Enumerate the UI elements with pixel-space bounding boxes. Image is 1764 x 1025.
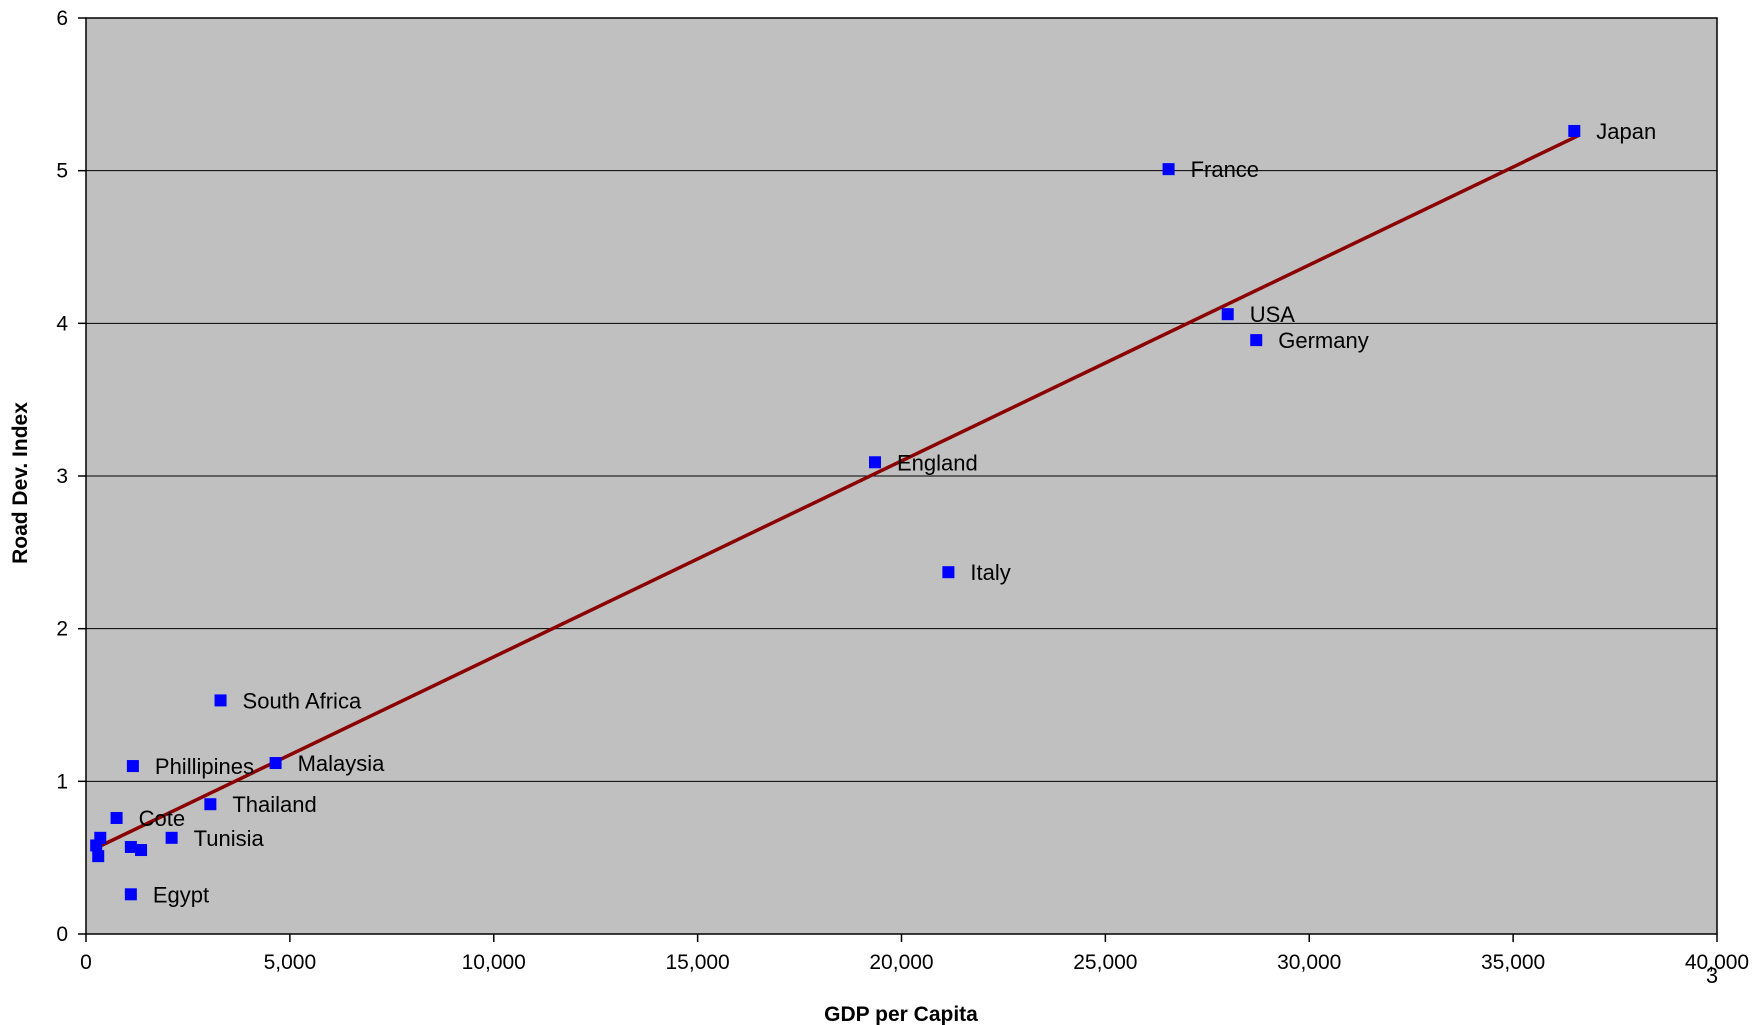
x-tick-label-3: 15,000 — [666, 951, 730, 974]
y-tick-label-6: 6 — [56, 7, 68, 30]
point-marker-9 — [204, 798, 217, 811]
x-tick-label-0: 0 — [80, 951, 92, 974]
point-marker-1 — [1162, 163, 1175, 176]
point-label-5: Italy — [970, 560, 1010, 585]
point-marker-2 — [1221, 308, 1234, 321]
point-marker-5 — [942, 566, 955, 579]
point-label-12: Egypt — [153, 882, 209, 907]
x-axis-title: GDP per Capita — [824, 1003, 978, 1025]
point-label-1: France — [1191, 157, 1259, 182]
point-label-3: Germany — [1278, 328, 1368, 353]
point-label-9: Thailand — [232, 792, 316, 817]
point-label-8: Phillipines — [155, 754, 254, 779]
y-tick-label-0: 0 — [56, 923, 68, 946]
x-tick-label-4: 20,000 — [869, 951, 933, 974]
point-marker-3 — [1250, 334, 1263, 347]
point-marker-15 — [92, 850, 105, 863]
x-tick-label-7: 35,000 — [1481, 951, 1545, 974]
point-marker-4 — [868, 456, 881, 469]
gridlines — [86, 170, 1717, 782]
y-tick-label-1: 1 — [56, 770, 68, 793]
point-label-2: USA — [1250, 302, 1296, 327]
point-marker-11 — [165, 831, 178, 844]
point-label-7: Malaysia — [298, 751, 386, 776]
y-tick-label-3: 3 — [56, 465, 68, 488]
point-label-4: England — [897, 450, 978, 475]
x-tick-label-8: 40,000 — [1685, 951, 1749, 974]
point-label-11: Tunisia — [194, 826, 265, 851]
point-marker-8 — [126, 760, 139, 773]
point-marker-17 — [135, 844, 148, 857]
y-axis-title: Road Dev. Index — [9, 402, 32, 564]
y-tick-label-4: 4 — [56, 312, 68, 335]
point-marker-14 — [94, 831, 107, 844]
point-marker-0 — [1568, 124, 1581, 137]
x-tick-label-5: 25,000 — [1073, 951, 1137, 974]
point-marker-7 — [269, 757, 282, 770]
point-label-6: South Africa — [243, 688, 362, 713]
trendline-line — [97, 134, 1580, 849]
x-tick-label-6: 30,000 — [1277, 951, 1341, 974]
point-marker-6 — [214, 694, 227, 707]
x-tick-label-2: 10,000 — [462, 951, 526, 974]
point-marker-10 — [110, 811, 123, 824]
x-tick-label-1: 5,000 — [264, 951, 317, 974]
page-number: 3 — [1706, 963, 1718, 988]
y-tick-label-5: 5 — [56, 160, 68, 183]
trendline — [97, 134, 1580, 849]
point-label-0: Japan — [1596, 119, 1656, 144]
y-tick-label-2: 2 — [56, 618, 68, 641]
point-marker-12 — [124, 888, 137, 901]
axes: 0 1 2 3 4 5 6 0 5,000 10,000 15,000 20,000 25,000 30,… — [56, 7, 1749, 974]
point-label-10: Cote — [139, 806, 185, 831]
point-marker-16 — [124, 840, 137, 853]
